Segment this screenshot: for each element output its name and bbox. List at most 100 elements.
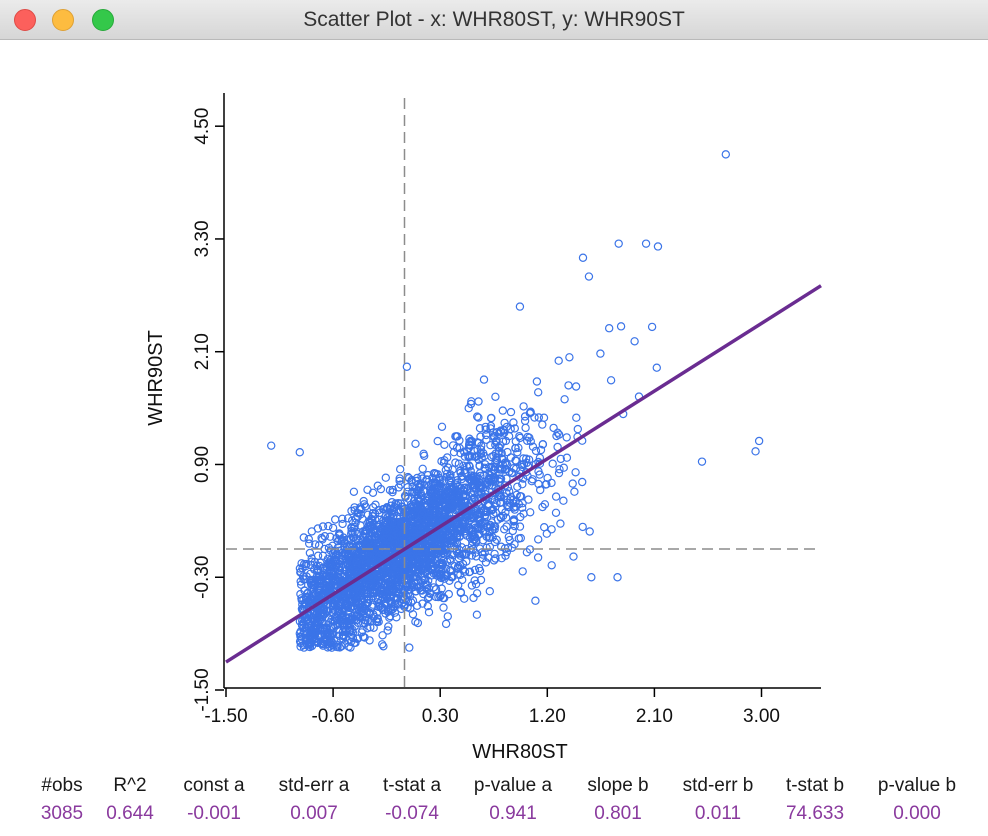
data-point: [515, 432, 524, 441]
data-point: [551, 508, 561, 517]
data-point: [518, 503, 527, 512]
data-point: [430, 506, 439, 515]
data-point: [486, 414, 496, 423]
data-point: [481, 487, 490, 496]
title-bar: Scatter Plot - x: WHR80ST, y: WHR90ST: [0, 0, 988, 40]
data-point: [559, 496, 568, 505]
data-point: [372, 588, 381, 597]
y-tick-label: 0.90: [192, 446, 213, 483]
stat-value: -0.001: [187, 803, 241, 824]
data-point: [440, 440, 449, 449]
data-point: [510, 505, 519, 514]
data-point: [464, 404, 473, 413]
data-point: [454, 581, 463, 590]
data-point: [464, 451, 473, 461]
data-point: [429, 562, 438, 571]
stat-header: p-value b: [877, 775, 957, 796]
data-point: [349, 487, 359, 496]
data-point: [448, 484, 458, 493]
data-point: [444, 589, 453, 599]
data-point: [421, 564, 430, 573]
data-point: [344, 642, 353, 651]
stat-column: p-value b 0.000: [867, 772, 967, 828]
data-point: [324, 521, 333, 531]
y-tick-label: 2.10: [192, 333, 213, 370]
data-point: [426, 547, 435, 556]
data-point: [361, 612, 371, 622]
data-point: [498, 455, 507, 464]
data-point: [470, 476, 479, 485]
data-point: [526, 508, 535, 517]
data-point: [335, 535, 344, 544]
data-point: [413, 494, 423, 503]
data-point: [510, 540, 519, 549]
scatter-plot-canvas[interactable]: -1.50 -0.60 0.30 1.20 2.10 3.00 -1.50 -0.30 0.90…: [0, 40, 988, 772]
data-point: [430, 532, 440, 541]
data-point: [531, 596, 540, 605]
data-point: [482, 522, 492, 531]
data-point: [380, 569, 389, 579]
data-point: [446, 500, 456, 509]
close-window-button[interactable]: [14, 9, 36, 31]
data-point: [538, 502, 547, 512]
data-point: [485, 542, 495, 552]
data-point: [533, 553, 543, 562]
data-point: [465, 437, 474, 447]
data-point: [501, 464, 510, 474]
data-point: [476, 575, 486, 585]
data-point: [614, 239, 623, 248]
data-point: [330, 556, 340, 566]
data-point: [412, 489, 421, 499]
data-point: [335, 529, 344, 539]
stat-header: const a: [183, 775, 245, 796]
data-point: [455, 443, 464, 453]
maximize-window-button[interactable]: [92, 9, 114, 31]
stat-column: std-err b 0.011: [668, 772, 768, 828]
data-point: [362, 592, 371, 602]
minimize-window-button[interactable]: [52, 9, 74, 31]
data-point: [380, 590, 389, 599]
data-point: [417, 509, 427, 519]
data-point: [299, 640, 308, 650]
data-point: [307, 557, 316, 566]
data-point: [362, 552, 372, 562]
data-point: [419, 507, 429, 516]
data-point: [570, 487, 579, 496]
data-point: [616, 322, 626, 331]
stat-column: slope b 0.801: [568, 772, 668, 828]
data-point: [437, 584, 446, 593]
data-point: [458, 575, 467, 585]
data-point: [444, 494, 453, 504]
data-point: [365, 552, 375, 561]
data-point: [474, 564, 484, 573]
data-point: [423, 593, 433, 603]
data-point: [306, 560, 316, 570]
stat-value: 0.644: [106, 803, 154, 824]
data-point: [380, 534, 390, 544]
data-point: [429, 469, 439, 478]
data-point: [491, 554, 500, 563]
data-point: [331, 515, 340, 524]
stat-header: slope b: [587, 775, 649, 796]
data-point: [352, 634, 362, 644]
data-point: [451, 432, 460, 441]
data-point: [452, 498, 461, 507]
data-point: [606, 376, 616, 385]
data-point: [439, 495, 448, 505]
data-point: [465, 462, 474, 471]
data-point: [408, 515, 418, 524]
data-point: [360, 500, 369, 509]
data-point: [372, 542, 382, 551]
data-point: [510, 424, 519, 433]
data-point: [500, 418, 509, 428]
data-point: [495, 492, 505, 501]
data-point: [578, 522, 587, 532]
data-point: [518, 567, 527, 576]
data-point: [578, 253, 588, 262]
data-point: [512, 456, 521, 466]
data-point: [406, 500, 416, 509]
data-point: [331, 606, 340, 615]
data-point: [584, 272, 594, 281]
data-point: [394, 589, 404, 598]
